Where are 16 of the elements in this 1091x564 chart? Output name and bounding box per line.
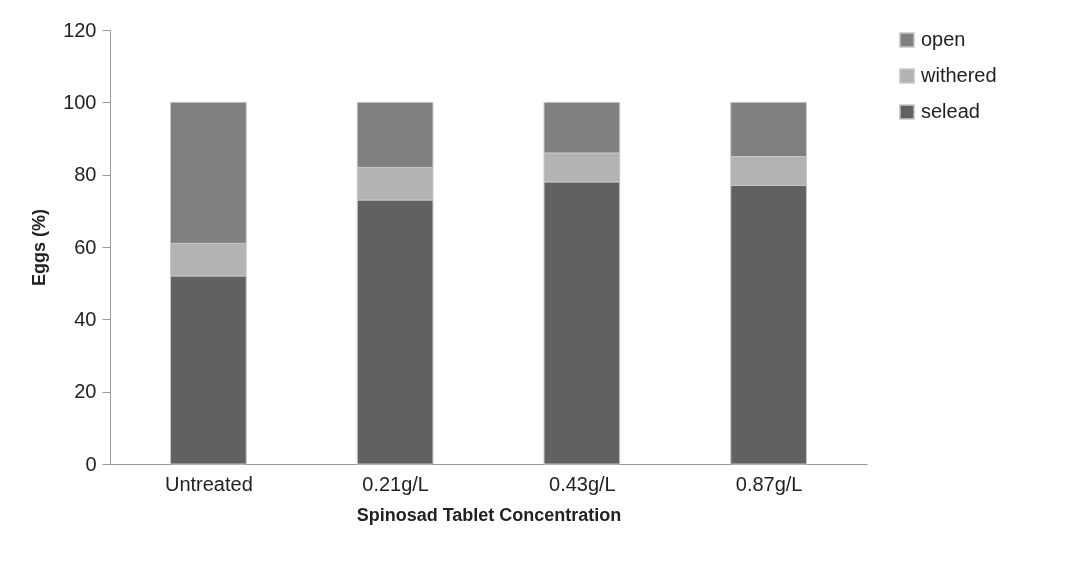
y-tick-label: 0 [85,452,97,475]
x-tick-label: 0.21g/L [362,472,429,495]
y-tick-label: 40 [74,307,97,330]
x-tick-label: 0.87g/L [735,472,803,495]
legend-label: withered [920,64,997,86]
legend-label: selead [921,100,980,122]
y-axis-title: Eggs (%) [29,208,50,287]
y-tick-label: 100 [63,90,97,113]
y-tick-label: 60 [74,235,97,258]
x-tick-label: Untreated [164,472,253,495]
x-axis-title: Spinosad Tablet Concentration [356,504,622,525]
legend-label: open [921,28,966,50]
y-tick-label: 20 [74,380,97,403]
y-tick-label: 80 [74,163,97,186]
y-tick-label: 120 [63,18,97,41]
x-tick-label: 0.43g/L [549,472,616,495]
